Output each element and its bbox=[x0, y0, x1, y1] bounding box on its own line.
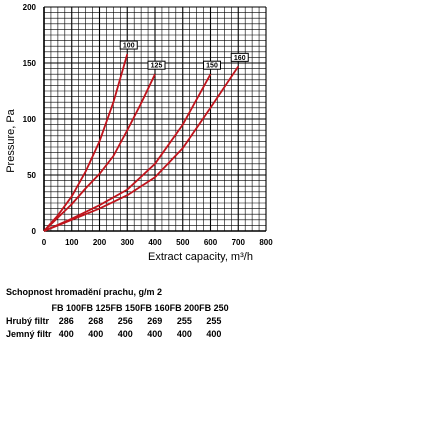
y-tick-label: 0 bbox=[32, 227, 37, 236]
x-tick-label: 700 bbox=[232, 238, 246, 247]
series-label-tag: 125 bbox=[147, 60, 166, 70]
dust-capacity-title: Schopnost hromadění prachu, g/m 2 bbox=[6, 287, 163, 297]
series-label-box bbox=[147, 60, 166, 70]
table-cell: 400 bbox=[117, 328, 133, 339]
chart-tick-labels: 0 100 200 300 400 500 600 700 800 0 50 100 150 200 bbox=[23, 3, 274, 247]
table-cell: 256 bbox=[117, 315, 133, 326]
x-tick-label: 400 bbox=[148, 238, 162, 247]
series-label-box bbox=[203, 60, 221, 70]
chart-series-labels: 100 125 150 160 bbox=[119, 40, 249, 70]
series-label-text: 100 bbox=[123, 43, 135, 50]
table-cell: 286 bbox=[58, 315, 74, 326]
x-tick-label: 800 bbox=[259, 238, 273, 247]
x-tick-label: 100 bbox=[65, 238, 79, 247]
x-tick-label: 200 bbox=[93, 238, 107, 247]
y-tick-label: 50 bbox=[27, 171, 36, 180]
series-label-text: 150 bbox=[206, 63, 218, 70]
series-label-tag: 100 bbox=[119, 40, 138, 50]
chart-series-lines bbox=[43, 53, 240, 232]
table-cell: 400 bbox=[58, 328, 74, 339]
y-tick-label: 100 bbox=[23, 115, 37, 124]
column-header: FB 150 bbox=[110, 302, 141, 313]
table-cell: 255 bbox=[206, 315, 222, 326]
series-line bbox=[43, 53, 129, 232]
x-tick-label: 600 bbox=[204, 238, 218, 247]
y-axis-title: Pressure, Pa bbox=[5, 108, 17, 172]
series-label-box bbox=[119, 40, 138, 50]
table-row: Jemný filtr 400 400 400 400 400 400 bbox=[6, 327, 229, 340]
x-axis-title: Extract capacity, m³/h bbox=[148, 251, 253, 263]
table-cell: 269 bbox=[147, 315, 163, 326]
table-cell: 400 bbox=[88, 328, 104, 339]
chart-axes bbox=[43, 7, 266, 232]
row-label: Hrubý filtr bbox=[6, 315, 50, 326]
series-label-box bbox=[230, 52, 249, 62]
y-tick-label: 200 bbox=[23, 3, 37, 12]
series-label-tag: 150 bbox=[203, 60, 221, 70]
table-cell: 400 bbox=[176, 328, 192, 339]
y-tick-label: 150 bbox=[23, 59, 37, 68]
table-header-row: FB 100 FB 125 FB 150 FB 160 FB 200 FB 25… bbox=[6, 301, 229, 314]
row-label: Jemný filtr bbox=[6, 328, 52, 339]
table-cell: 268 bbox=[88, 315, 104, 326]
series-line bbox=[43, 73, 156, 232]
table-corner bbox=[6, 301, 52, 314]
table-cell: 400 bbox=[206, 328, 222, 339]
column-header: FB 160 bbox=[140, 302, 170, 313]
series-line bbox=[43, 65, 240, 232]
column-header: FB 250 bbox=[199, 302, 229, 313]
series-label-text: 160 bbox=[234, 55, 246, 62]
x-tick-label: 300 bbox=[121, 238, 135, 247]
x-tick-label: 500 bbox=[176, 238, 190, 247]
column-header: FB 100 bbox=[51, 302, 82, 313]
column-header: FB 200 bbox=[169, 302, 200, 313]
table-row: Hrubý filtr 286 268 256 269 255 255 bbox=[6, 314, 229, 327]
table-cell: 400 bbox=[147, 328, 163, 339]
dust-capacity-table: FB 100 FB 125 FB 150 FB 160 FB 200 FB 25… bbox=[6, 301, 229, 340]
pressure-chart: 100 125 150 160 0 100 200 300 400 500 600 700 800 0 5… bbox=[5, 3, 274, 263]
table-cell: 255 bbox=[176, 315, 192, 326]
series-label-tag: 160 bbox=[230, 52, 249, 62]
x-tick-label: 0 bbox=[42, 238, 47, 247]
series-line bbox=[43, 73, 212, 232]
series-label-text: 125 bbox=[151, 63, 163, 70]
column-header: FB 125 bbox=[81, 302, 111, 313]
